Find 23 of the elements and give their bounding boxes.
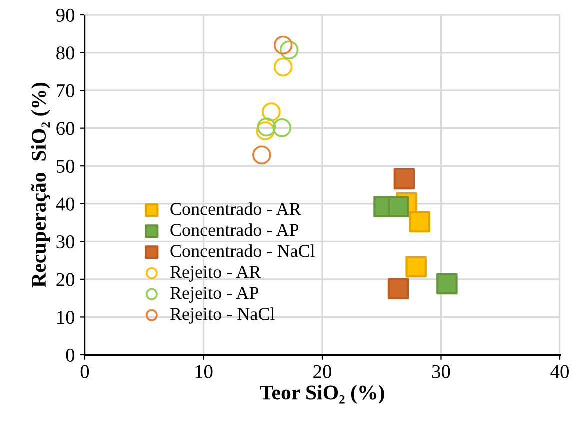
y-tick-label: 30 [56,235,75,249]
x-tick-label: 40 [550,365,569,378]
x-tick-label: 0 [80,365,90,378]
y-tick-label: 20 [56,273,75,286]
y-tick-label: 10 [58,311,75,324]
legend-label: Rejeito - NaCl [170,308,275,324]
legend-label: Concentrado - NaCl [170,244,315,258]
legend-label: Rejeito - AR [170,266,262,282]
y-tick-label: 0 [66,348,75,362]
y-tick-label: 80 [56,46,75,60]
x-tick-label: 20 [314,365,332,378]
x-tick-label: 10 [196,365,213,378]
y-axis-title: Recuperação SiO₂ (%) [31,82,50,288]
y-tick-label: 60 [56,122,75,136]
x-tick-label: 30 [432,365,450,378]
legend-label: Concentrado - AP [170,224,299,236]
y-tick-label: 70 [57,84,75,98]
legend-label: Rejeito - AP [170,287,258,303]
legend-label: Concentrado - AR [170,202,302,216]
y-tick-label: 50 [56,160,75,174]
y-tick-label: 90 [56,8,75,22]
y-tick-label: 40 [56,198,75,211]
x-axis-title: Teor SiO₂ (%) [260,385,384,404]
